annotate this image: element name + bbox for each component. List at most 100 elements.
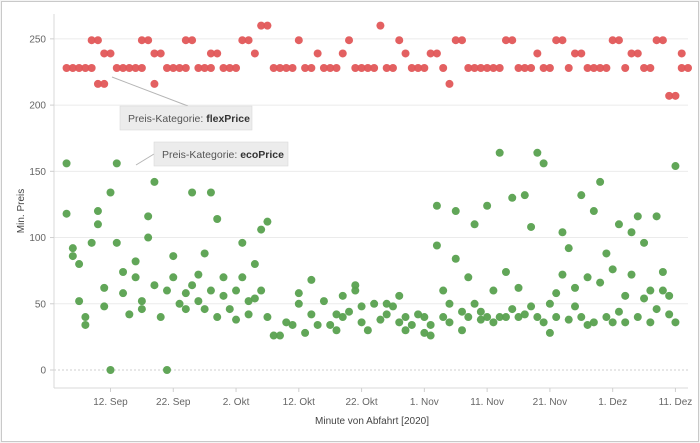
point-ecoPrice — [589, 318, 598, 327]
point-flexPrice — [388, 64, 397, 73]
point-flexPrice — [363, 64, 372, 73]
y-tick-label: 250 — [29, 34, 46, 45]
point-flexPrice — [301, 64, 310, 73]
point-ecoPrice — [577, 313, 586, 322]
point-flexPrice — [401, 49, 410, 58]
point-flexPrice — [382, 64, 391, 73]
point-ecoPrice — [345, 307, 354, 316]
point-flexPrice — [269, 64, 278, 73]
point-ecoPrice — [464, 313, 473, 322]
point-ecoPrice — [401, 326, 410, 335]
point-ecoPrice — [332, 310, 341, 319]
point-ecoPrice — [188, 188, 197, 197]
point-flexPrice — [119, 64, 128, 73]
point-ecoPrice — [501, 267, 510, 276]
point-flexPrice — [257, 21, 266, 30]
point-flexPrice — [451, 36, 460, 45]
point-ecoPrice — [426, 331, 435, 340]
point-ecoPrice — [671, 162, 680, 171]
point-ecoPrice — [596, 278, 605, 287]
point-ecoPrice — [495, 313, 504, 322]
point-flexPrice — [326, 64, 335, 73]
point-ecoPrice — [194, 297, 203, 306]
point-ecoPrice — [596, 177, 605, 186]
point-flexPrice — [395, 36, 404, 45]
annotation-1-value: flexPrice — [206, 113, 250, 125]
point-flexPrice — [62, 64, 71, 73]
point-flexPrice — [652, 36, 661, 45]
point-ecoPrice — [307, 310, 316, 319]
point-ecoPrice — [577, 191, 586, 200]
annotation-1-leader — [111, 76, 189, 107]
point-ecoPrice — [451, 254, 460, 263]
point-ecoPrice — [640, 238, 649, 247]
point-ecoPrice — [225, 305, 234, 314]
point-flexPrice — [137, 64, 146, 73]
point-flexPrice — [106, 49, 115, 58]
point-flexPrice — [313, 49, 322, 58]
point-ecoPrice — [439, 286, 448, 295]
point-ecoPrice — [414, 310, 423, 319]
point-ecoPrice — [552, 313, 561, 322]
point-flexPrice — [225, 64, 234, 73]
point-ecoPrice — [275, 331, 284, 340]
point-ecoPrice — [100, 283, 109, 292]
point-ecoPrice — [351, 286, 360, 295]
y-axis: 0 50 100 150 200 250 — [29, 14, 55, 388]
point-ecoPrice — [539, 159, 548, 168]
point-ecoPrice — [589, 207, 598, 216]
point-ecoPrice — [244, 297, 253, 306]
point-ecoPrice — [219, 291, 228, 300]
x-axis: 12. Sep 22. Sep 2. Okt 12. Okt 22. Okt 1. Nov… — [54, 387, 692, 408]
annotation-1-box — [119, 105, 253, 131]
point-ecoPrice — [162, 286, 171, 295]
point-flexPrice — [156, 49, 165, 58]
point-ecoPrice — [571, 283, 580, 292]
point-ecoPrice — [495, 148, 504, 157]
point-ecoPrice — [470, 220, 479, 229]
y-tick-label: 150 — [29, 167, 46, 178]
point-flexPrice — [464, 64, 473, 73]
point-flexPrice — [194, 64, 203, 73]
point-flexPrice — [407, 64, 416, 73]
point-ecoPrice — [545, 299, 554, 308]
point-ecoPrice — [470, 299, 479, 308]
point-ecoPrice — [583, 273, 592, 282]
point-flexPrice — [614, 36, 623, 45]
point-flexPrice — [552, 36, 561, 45]
annotation-2-value: ecoPrice — [240, 149, 284, 161]
point-ecoPrice — [250, 294, 259, 303]
y-axis-title: Min. Preis — [16, 189, 27, 233]
point-flexPrice — [319, 64, 328, 73]
point-ecoPrice — [93, 220, 102, 229]
point-flexPrice — [646, 64, 655, 73]
point-ecoPrice — [213, 215, 222, 224]
point-flexPrice — [533, 49, 542, 58]
point-ecoPrice — [527, 302, 536, 311]
point-flexPrice — [501, 36, 510, 45]
point-flexPrice — [665, 91, 674, 100]
x-tick-label: 11. Nov — [470, 397, 504, 408]
point-ecoPrice — [206, 188, 215, 197]
point-ecoPrice — [87, 238, 96, 247]
point-flexPrice — [577, 49, 586, 58]
x-tick-label: 12. Okt — [283, 397, 315, 408]
point-ecoPrice — [150, 281, 159, 290]
point-flexPrice — [238, 36, 247, 45]
x-tick-label: 12. Sep — [93, 397, 128, 408]
annotation-2-prefix: Preis-Kategorie: — [162, 149, 240, 161]
x-axis-title: Minute von Abfahrt [2020] — [315, 416, 429, 427]
point-flexPrice — [112, 64, 121, 73]
y-tick-label: 50 — [35, 299, 47, 310]
point-ecoPrice — [112, 238, 121, 247]
gridlines — [54, 38, 688, 371]
x-tick-label: 21. Nov — [533, 397, 567, 408]
point-flexPrice — [571, 49, 580, 58]
point-ecoPrice — [382, 299, 391, 308]
point-flexPrice — [489, 64, 498, 73]
point-flexPrice — [162, 64, 171, 73]
point-flexPrice — [100, 49, 109, 58]
point-ecoPrice — [106, 366, 115, 374]
x-tick-label: 1. Dez — [598, 397, 627, 408]
